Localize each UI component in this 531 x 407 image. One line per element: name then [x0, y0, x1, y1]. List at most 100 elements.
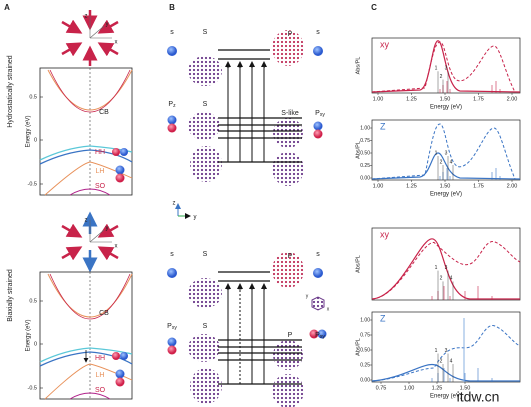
band-label: CB	[99, 310, 109, 317]
plot-frame	[371, 119, 521, 181]
label: y	[106, 22, 109, 28]
curve	[44, 161, 133, 196]
label: 1	[226, 286, 230, 292]
orbital-main: s	[170, 29, 174, 36]
label: 4	[262, 64, 266, 70]
tick-label: 0.50	[360, 150, 370, 156]
orbital-label: S	[203, 101, 208, 108]
orbital-label: s	[316, 29, 320, 36]
hex-inset	[311, 296, 325, 311]
orbital-ball	[120, 352, 128, 360]
plot-title: xy	[380, 229, 390, 239]
band-label: HH	[95, 149, 105, 156]
strain-arrow	[61, 246, 83, 261]
label: Abs/PL	[355, 57, 361, 75]
orbital-main: S	[203, 323, 208, 330]
label: Energy (eV)	[26, 115, 32, 147]
orbital-label: s	[170, 251, 174, 258]
orbital-ball	[317, 329, 327, 339]
orbital-label: P	[288, 253, 293, 260]
orbital-label: S-like	[281, 110, 299, 117]
peak-label: 1	[435, 265, 438, 271]
orbital-main: P	[288, 332, 293, 339]
peak-label: 4	[450, 159, 453, 165]
curve	[371, 363, 520, 382]
label: y	[106, 226, 109, 232]
label: 1	[226, 64, 230, 70]
tick-label: 0.75	[376, 385, 387, 391]
orbital-ball	[313, 46, 323, 56]
tick-label: 0.50	[360, 347, 370, 353]
orbital-label: S	[203, 323, 208, 330]
tick-label: -0.5	[28, 181, 37, 187]
tick-label: 1.75	[473, 183, 484, 189]
orbital-ball	[313, 268, 323, 278]
orbital-ball	[167, 46, 177, 56]
tick-label: 0.25	[360, 163, 370, 169]
tick-label: 1.25	[432, 385, 443, 391]
tick-label: 1.00	[360, 125, 370, 131]
orbital-main: S-like	[281, 110, 299, 117]
orbital-label: S	[203, 251, 208, 258]
orbital-label: Pz	[168, 101, 176, 109]
peak-label: 4	[450, 276, 453, 282]
plot-frame	[371, 227, 521, 301]
orbital-ball	[120, 148, 128, 156]
watermark: itdw.cn	[457, 389, 500, 405]
peak-label: 2	[440, 276, 443, 282]
orbital-main: P	[288, 253, 293, 260]
tick-label: 0.75	[360, 332, 370, 338]
orbital-ball	[167, 268, 177, 278]
atom-cluster	[273, 118, 303, 148]
orbital-ball	[313, 121, 323, 131]
orbital-ball	[167, 345, 177, 355]
panel-label: B	[169, 3, 175, 12]
orbital-main: P	[168, 101, 173, 108]
label: 2	[238, 64, 242, 70]
tick-label: 0.5	[29, 94, 37, 100]
orbital-main: P	[315, 110, 320, 117]
orbital-sub: xy	[320, 112, 326, 118]
tick-label: 0.75	[360, 138, 370, 144]
label: Energy (eV)	[430, 105, 462, 111]
peak-label: 3	[445, 348, 448, 354]
peak-label: 3	[445, 150, 448, 156]
band-label: SO	[95, 387, 106, 394]
plot-frame	[39, 271, 133, 400]
band-label: LH	[96, 168, 105, 175]
tick-label: 0.5	[29, 298, 37, 304]
curve	[49, 273, 131, 320]
orbital-main: P	[315, 332, 320, 339]
panel-label: C	[371, 3, 377, 12]
strain-arrow	[97, 223, 119, 238]
tick-label: 0.25	[360, 362, 370, 368]
label: 3	[250, 64, 254, 70]
plot-frame	[39, 67, 133, 196]
orbital-sub: xy	[172, 325, 178, 331]
curve-dashed	[371, 241, 521, 300]
curve	[69, 188, 111, 196]
atom-cluster	[272, 374, 304, 407]
tick-label: 0.00	[360, 175, 370, 181]
tick-label: 0	[34, 137, 37, 143]
curve	[47, 273, 133, 318]
label: Biaxially strained	[7, 269, 14, 322]
strain-arrow	[61, 42, 83, 57]
label: z	[85, 218, 88, 224]
atom-cluster	[273, 340, 303, 370]
curve	[44, 363, 133, 400]
orbital-ball	[167, 115, 177, 125]
label: Energy (eV)	[26, 319, 32, 351]
strain-arrow	[97, 246, 119, 261]
orbital-label: s	[316, 251, 320, 258]
axis	[89, 25, 105, 39]
orbital-ball	[115, 173, 125, 183]
orbital-main: S	[203, 251, 208, 258]
curve	[47, 69, 133, 111]
tick-label: 1.00	[404, 385, 415, 391]
tick-label: 1.00	[360, 317, 370, 323]
strain-arrow	[61, 19, 83, 34]
orbital-main: S	[203, 29, 208, 36]
tick-label: 1.50	[460, 385, 471, 391]
strain-arrow	[97, 19, 119, 34]
